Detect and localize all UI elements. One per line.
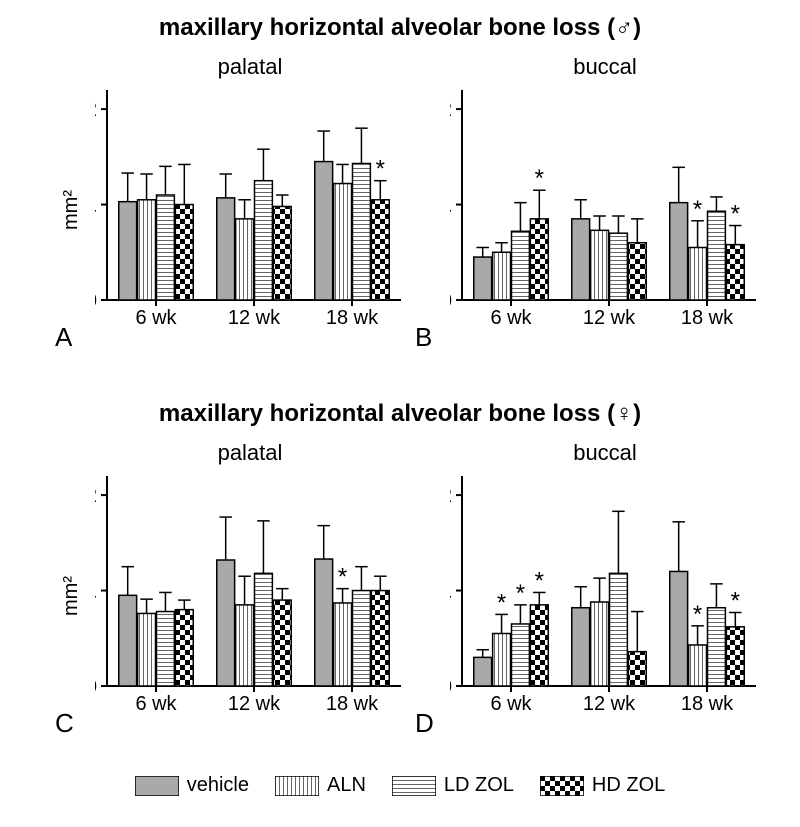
swatch-aln <box>275 776 319 796</box>
svg-text:2: 2 <box>450 99 452 121</box>
svg-text:18 wk: 18 wk <box>681 307 734 329</box>
svg-text:2: 2 <box>95 99 97 121</box>
svg-text:0: 0 <box>95 676 97 698</box>
subtitle-b: buccal <box>450 54 760 80</box>
svg-text:0: 0 <box>450 290 452 312</box>
figure-root: maxillary horizontal alveolar bone loss … <box>0 0 800 827</box>
svg-text:*: * <box>516 580 525 607</box>
svg-text:12 wk: 12 wk <box>583 693 636 715</box>
legend-label-ldzol: LD ZOL <box>444 774 514 797</box>
legend-item-ldzol: LD ZOL <box>392 774 514 797</box>
legend-item-hdzol: HD ZOL <box>540 774 665 797</box>
svg-text:*: * <box>693 601 702 628</box>
svg-text:*: * <box>535 165 544 192</box>
subtitle-a: palatal <box>95 54 405 80</box>
ylabel-c: mm² <box>60 576 83 616</box>
subtitle-d: buccal <box>450 440 760 466</box>
svg-text:*: * <box>731 201 740 228</box>
svg-text:6 wk: 6 wk <box>135 307 177 329</box>
panel-letter-a: A <box>55 322 72 353</box>
legend-item-vehicle: vehicle <box>135 774 249 797</box>
panel-letter-b: B <box>415 322 432 353</box>
legend-label-vehicle: vehicle <box>187 774 249 797</box>
svg-text:12 wk: 12 wk <box>583 307 636 329</box>
svg-text:*: * <box>376 156 385 183</box>
svg-text:1: 1 <box>95 581 97 603</box>
svg-text:12 wk: 12 wk <box>228 693 281 715</box>
title-female: maxillary horizontal alveolar bone loss … <box>0 400 800 428</box>
legend: vehicle ALN <box>90 774 710 797</box>
title-male: maxillary horizontal alveolar bone loss … <box>0 14 800 42</box>
swatch-vehicle <box>135 776 179 796</box>
svg-text:*: * <box>693 196 702 223</box>
svg-text:1: 1 <box>450 195 452 217</box>
subtitle-c: palatal <box>95 440 405 466</box>
svg-text:2: 2 <box>95 485 97 507</box>
svg-text:*: * <box>731 588 740 615</box>
svg-text:6 wk: 6 wk <box>135 693 177 715</box>
svg-text:0: 0 <box>95 290 97 312</box>
svg-text:1: 1 <box>95 195 97 217</box>
svg-text:18 wk: 18 wk <box>681 693 734 715</box>
svg-text:6 wk: 6 wk <box>490 693 532 715</box>
swatch-ldzol <box>392 776 436 796</box>
svg-text:12 wk: 12 wk <box>228 307 281 329</box>
legend-label-aln: ALN <box>327 774 366 797</box>
svg-text:*: * <box>338 564 347 591</box>
panel-c: 0 1 2 6 wk 12 wk * 18 wk <box>95 470 405 720</box>
svg-text:18 wk: 18 wk <box>326 693 379 715</box>
svg-text:*: * <box>497 589 506 616</box>
ylabel-a: mm² <box>60 190 83 230</box>
svg-text:18 wk: 18 wk <box>326 307 379 329</box>
panel-letter-d: D <box>415 708 434 739</box>
svg-text:1: 1 <box>450 581 452 603</box>
panel-letter-c: C <box>55 708 74 739</box>
svg-text:6 wk: 6 wk <box>490 307 532 329</box>
svg-text:2: 2 <box>450 485 452 507</box>
swatch-hdzol <box>540 776 584 796</box>
panel-d: 0 1 2 * * * 6 wk 12 wk * * 18 wk <box>450 470 760 720</box>
panel-a: 0 1 2 6 wk 12 wk * 18 wk <box>95 84 405 334</box>
legend-item-aln: ALN <box>275 774 366 797</box>
panel-b: 0 1 2 * 6 wk 12 wk * * 18 wk <box>450 84 760 334</box>
svg-text:0: 0 <box>450 676 452 698</box>
legend-label-hdzol: HD ZOL <box>592 774 665 797</box>
svg-text:*: * <box>535 567 544 594</box>
